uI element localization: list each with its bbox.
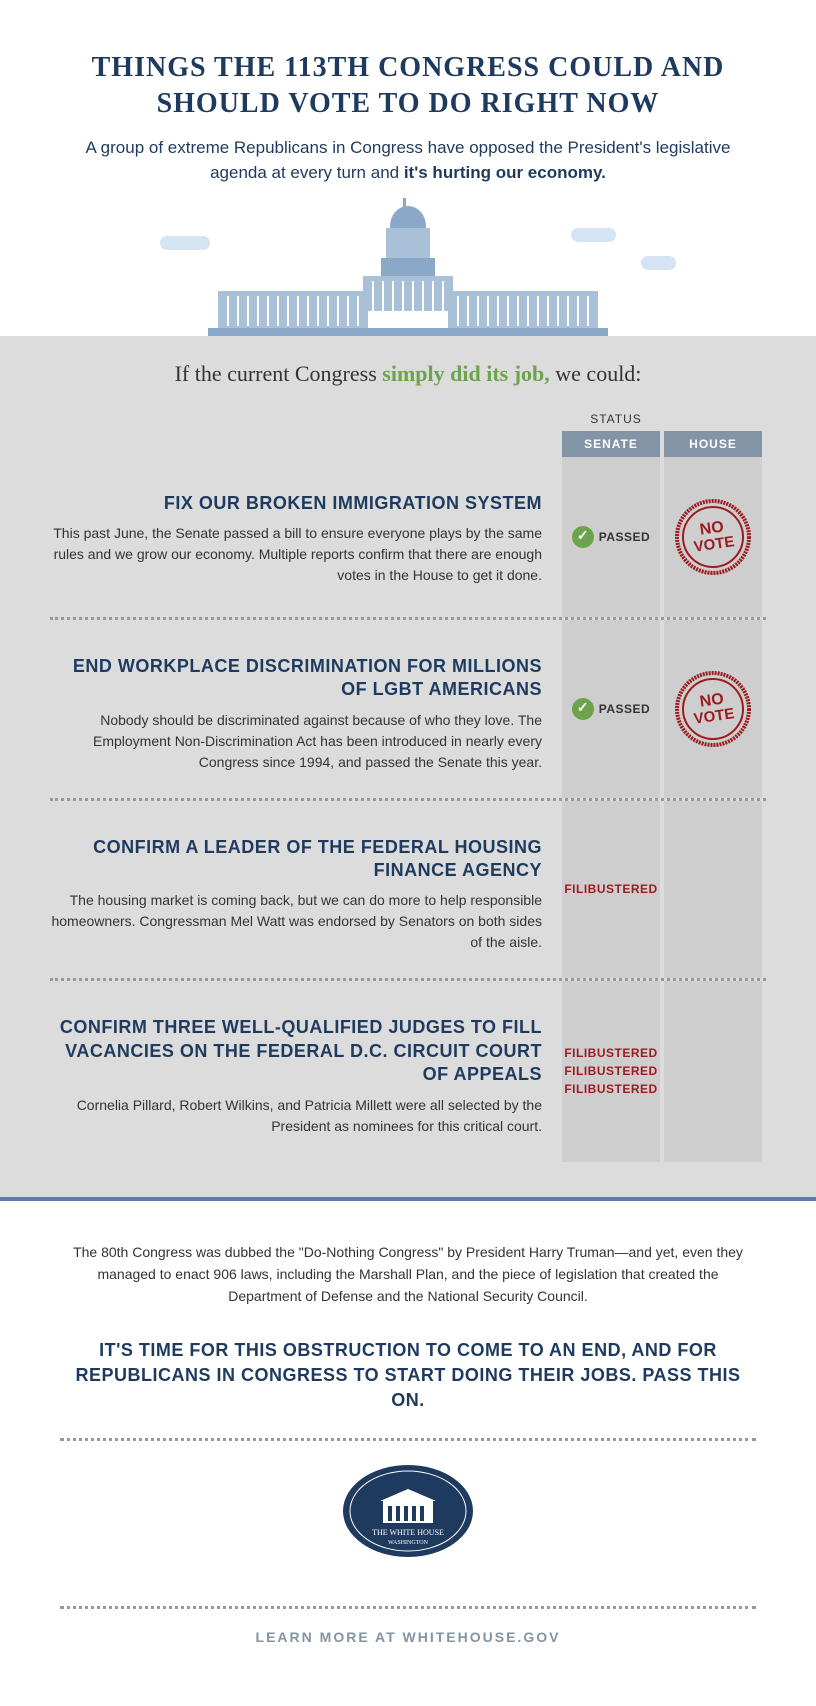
checkmark-icon: ✓ [572, 698, 594, 720]
item-row: CONFIRM THREE WELL-QUALIFIED JUDGES TO F… [50, 981, 766, 1161]
house-status: NO VOTE [664, 457, 762, 617]
passed-badge: ✓ PASSED [572, 698, 650, 720]
item-desc: Nobody should be discriminated against b… [50, 710, 542, 773]
item-desc: The housing market is coming back, but w… [50, 890, 542, 953]
svg-text:VOTE: VOTE [693, 705, 736, 728]
status-header: STATUS [50, 412, 716, 431]
senate-status: ✓ PASSED [562, 457, 660, 617]
item-text: CONFIRM A LEADER OF THE FEDERAL HOUSING … [50, 801, 562, 979]
filibustered-text: FILIBUSTERED [564, 880, 657, 898]
infographic-container: THINGS THE 113TH CONGRESS COULD AND SHOU… [0, 0, 816, 1675]
passed-badge: ✓ PASSED [572, 526, 650, 548]
item-desc: This past June, the Senate passed a bill… [50, 523, 542, 586]
status-cols: FILIBUSTERED [562, 801, 766, 979]
house-status [664, 981, 762, 1161]
seal-title: THE WHITE HOUSE [372, 1528, 444, 1537]
passed-text: PASSED [599, 702, 650, 716]
item-title: CONFIRM A LEADER OF THE FEDERAL HOUSING … [50, 836, 542, 883]
divider [60, 1438, 756, 1441]
divider [60, 1606, 756, 1609]
house-header: HOUSE [664, 431, 762, 457]
item-row: CONFIRM A LEADER OF THE FEDERAL HOUSING … [50, 801, 766, 979]
house-status: NO VOTE [664, 620, 762, 798]
item-title: CONFIRM THREE WELL-QUALIFIED JUDGES TO F… [50, 1016, 542, 1086]
subtitle-bold: it's hurting our economy. [404, 163, 606, 182]
item-title: END WORKPLACE DISCRIMINATION FOR MILLION… [50, 655, 542, 702]
senate-status: FILIBUSTERED [562, 801, 660, 979]
items-section: If the current Congress simply did its j… [0, 336, 816, 1197]
main-title: THINGS THE 113TH CONGRESS COULD AND SHOU… [60, 50, 756, 123]
filibustered-text: FILIBUSTERED [564, 1044, 657, 1062]
status-cols: FILIBUSTERED FILIBUSTERED FILIBUSTERED [562, 981, 766, 1161]
filibustered-text: FILIBUSTERED [564, 1080, 657, 1098]
item-desc: Cornelia Pillard, Robert Wilkins, and Pa… [50, 1095, 542, 1137]
capitol-illustration [0, 186, 816, 336]
intro-pre: If the current Congress [175, 361, 383, 386]
item-row: FIX OUR BROKEN IMMIGRATION SYSTEM This p… [50, 457, 766, 617]
seal-sub: WASHINGTON [388, 1540, 429, 1546]
item-text: END WORKPLACE DISCRIMINATION FOR MILLION… [50, 620, 562, 798]
filibustered-text: FILIBUSTERED [564, 1062, 657, 1080]
intro-post: we could: [550, 361, 642, 386]
status-cols: ✓ PASSED NO VOTE [562, 457, 766, 617]
senate-status: FILIBUSTERED FILIBUSTERED FILIBUSTERED [562, 981, 660, 1161]
senate-header: SENATE [562, 431, 660, 457]
svg-text:VOTE: VOTE [693, 533, 736, 556]
item-title: FIX OUR BROKEN IMMIGRATION SYSTEM [50, 492, 542, 515]
subtitle: A group of extreme Republicans in Congre… [60, 135, 756, 186]
header-section: THINGS THE 113TH CONGRESS COULD AND SHOU… [0, 0, 816, 186]
intro-text: If the current Congress simply did its j… [50, 361, 766, 387]
no-vote-stamp-icon: NO VOTE [673, 497, 753, 577]
item-text: CONFIRM THREE WELL-QUALIFIED JUDGES TO F… [50, 981, 562, 1161]
history-text: The 80th Congress was dubbed the "Do-Not… [60, 1241, 756, 1308]
status-cols: ✓ PASSED NO VOTE [562, 620, 766, 798]
learn-more-text: LEARN MORE AT WHITEHOUSE.GOV [60, 1629, 756, 1645]
item-row: END WORKPLACE DISCRIMINATION FOR MILLION… [50, 620, 766, 798]
cta-text: IT'S TIME FOR THIS OBSTRUCTION TO COME T… [60, 1338, 756, 1414]
column-headers: SENATE HOUSE [50, 431, 766, 457]
house-status [664, 801, 762, 979]
footer-section: The 80th Congress was dubbed the "Do-Not… [0, 1197, 816, 1676]
capitol-building-icon [168, 196, 648, 336]
senate-status: ✓ PASSED [562, 620, 660, 798]
no-vote-stamp-icon: NO VOTE [673, 669, 753, 749]
intro-bold: simply did its job, [382, 361, 550, 386]
white-house-seal-icon: THE WHITE HOUSE WASHINGTON [338, 1461, 478, 1561]
status-label: STATUS [516, 412, 716, 426]
item-text: FIX OUR BROKEN IMMIGRATION SYSTEM This p… [50, 457, 562, 617]
passed-text: PASSED [599, 530, 650, 544]
checkmark-icon: ✓ [572, 526, 594, 548]
